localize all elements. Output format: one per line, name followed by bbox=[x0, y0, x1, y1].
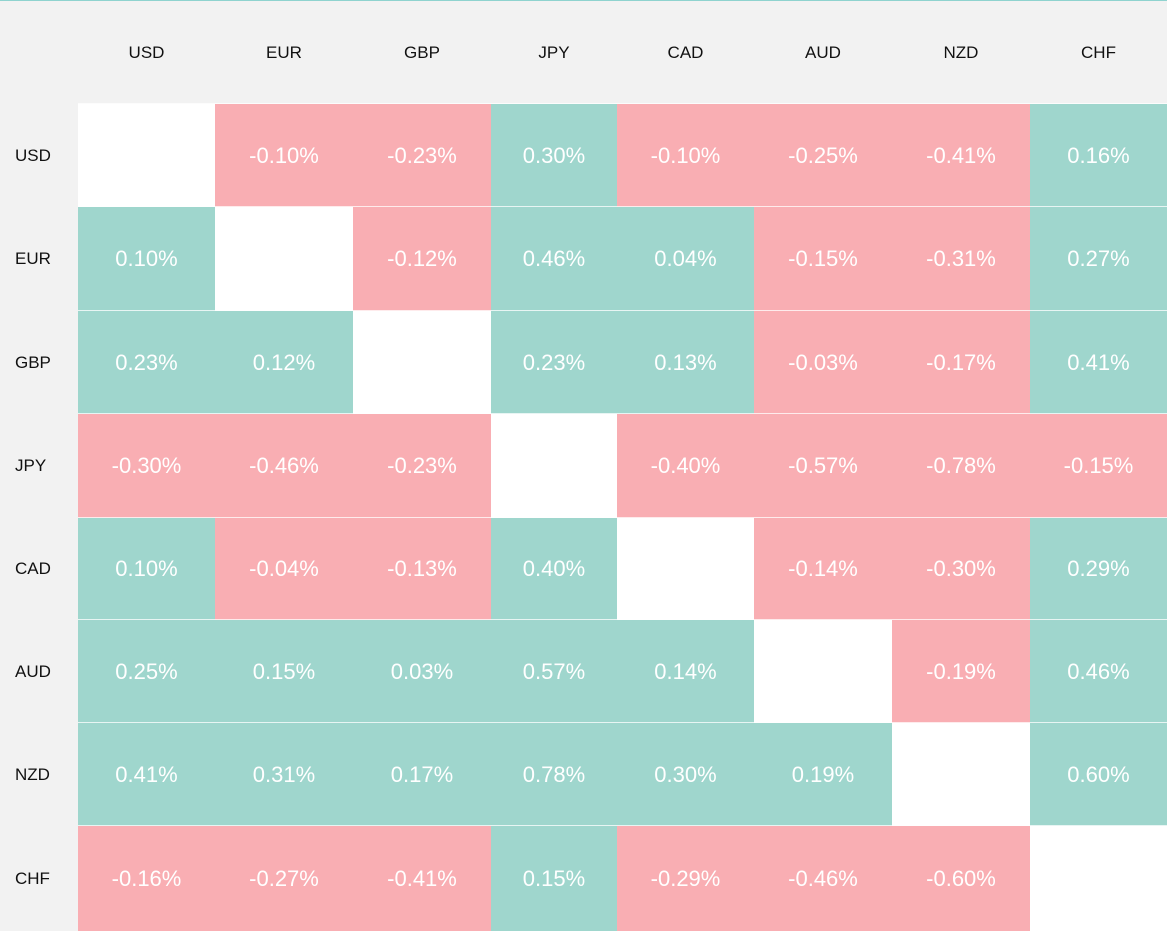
heatmap-cell-cad-gbp: -0.13% bbox=[353, 518, 491, 620]
heatmap-cell-jpy-jpy bbox=[491, 414, 617, 518]
heatmap-cell-cad-usd: 0.10% bbox=[78, 518, 215, 620]
heatmap-cell-aud-gbp: 0.03% bbox=[353, 620, 491, 723]
heatmap-cell-nzd-nzd bbox=[892, 723, 1030, 826]
column-header-chf: CHF bbox=[1030, 1, 1167, 104]
column-header-aud: AUD bbox=[754, 1, 892, 104]
heatmap-cell-gbp-jpy: 0.23% bbox=[491, 311, 617, 414]
row-divider bbox=[78, 722, 1167, 723]
heatmap-cell-eur-nzd: -0.31% bbox=[892, 207, 1030, 311]
heatmap-cell-eur-cad: 0.04% bbox=[617, 207, 754, 311]
heatmap-cell-aud-aud bbox=[754, 620, 892, 723]
heatmap-cell-chf-gbp: -0.41% bbox=[353, 826, 491, 931]
column-header-gbp: GBP bbox=[353, 1, 491, 104]
heatmap-cell-jpy-nzd: -0.78% bbox=[892, 414, 1030, 518]
heatmap-cell-chf-aud: -0.46% bbox=[754, 826, 892, 931]
heatmap-cell-cad-chf: 0.29% bbox=[1030, 518, 1167, 620]
heatmap-cell-aud-chf: 0.46% bbox=[1030, 620, 1167, 723]
heatmap-cell-usd-jpy: 0.30% bbox=[491, 104, 617, 207]
row-divider bbox=[78, 413, 1167, 414]
heatmap-cell-usd-gbp: -0.23% bbox=[353, 104, 491, 207]
heatmap-cell-gbp-aud: -0.03% bbox=[754, 311, 892, 414]
heatmap-cell-chf-usd: -0.16% bbox=[78, 826, 215, 931]
heatmap-cell-cad-aud: -0.14% bbox=[754, 518, 892, 620]
heatmap-cell-chf-nzd: -0.60% bbox=[892, 826, 1030, 931]
column-header-nzd: NZD bbox=[892, 1, 1030, 104]
heatmap-cell-jpy-chf: -0.15% bbox=[1030, 414, 1167, 518]
row-divider bbox=[78, 619, 1167, 620]
heatmap-cell-gbp-cad: 0.13% bbox=[617, 311, 754, 414]
heatmap-cell-jpy-gbp: -0.23% bbox=[353, 414, 491, 518]
heatmap-cell-gbp-nzd: -0.17% bbox=[892, 311, 1030, 414]
row-header-chf: CHF bbox=[0, 826, 78, 931]
row-header-gbp: GBP bbox=[0, 311, 78, 414]
heatmap-cell-gbp-eur: 0.12% bbox=[215, 311, 353, 414]
row-header-cad: CAD bbox=[0, 518, 78, 620]
row-divider bbox=[78, 103, 1167, 104]
heatmap-cell-nzd-aud: 0.19% bbox=[754, 723, 892, 826]
heatmap-cell-eur-jpy: 0.46% bbox=[491, 207, 617, 311]
column-header-eur: EUR bbox=[215, 1, 353, 104]
heatmap-cell-nzd-jpy: 0.78% bbox=[491, 723, 617, 826]
row-header-usd: USD bbox=[0, 104, 78, 207]
row-header-nzd: NZD bbox=[0, 723, 78, 826]
heatmap-cell-jpy-usd: -0.30% bbox=[78, 414, 215, 518]
row-divider bbox=[78, 825, 1167, 826]
heatmap-cell-nzd-gbp: 0.17% bbox=[353, 723, 491, 826]
heatmap-cell-usd-usd bbox=[78, 104, 215, 207]
heatmap-cell-aud-usd: 0.25% bbox=[78, 620, 215, 723]
heatmap-cell-jpy-cad: -0.40% bbox=[617, 414, 754, 518]
heatmap-cell-usd-eur: -0.10% bbox=[215, 104, 353, 207]
heatmap-cell-eur-usd: 0.10% bbox=[78, 207, 215, 311]
heatmap-cell-usd-chf: 0.16% bbox=[1030, 104, 1167, 207]
heatmap-corner bbox=[0, 1, 78, 104]
heatmap-cell-nzd-usd: 0.41% bbox=[78, 723, 215, 826]
heatmap-cell-gbp-gbp bbox=[353, 311, 491, 414]
row-header-jpy: JPY bbox=[0, 414, 78, 518]
heatmap-cell-eur-aud: -0.15% bbox=[754, 207, 892, 311]
row-divider bbox=[78, 517, 1167, 518]
heatmap-cell-jpy-eur: -0.46% bbox=[215, 414, 353, 518]
heatmap-cell-chf-eur: -0.27% bbox=[215, 826, 353, 931]
row-header-aud: AUD bbox=[0, 620, 78, 723]
heatmap-cell-nzd-cad: 0.30% bbox=[617, 723, 754, 826]
heatmap-cell-chf-chf bbox=[1030, 826, 1167, 931]
heatmap-cell-aud-nzd: -0.19% bbox=[892, 620, 1030, 723]
heatmap-cell-jpy-aud: -0.57% bbox=[754, 414, 892, 518]
heatmap-cell-eur-eur bbox=[215, 207, 353, 311]
heatmap-cell-usd-cad: -0.10% bbox=[617, 104, 754, 207]
heatmap-cell-eur-gbp: -0.12% bbox=[353, 207, 491, 311]
heatmap-cell-chf-jpy: 0.15% bbox=[491, 826, 617, 931]
heatmap-cell-cad-nzd: -0.30% bbox=[892, 518, 1030, 620]
heatmap-cell-eur-chf: 0.27% bbox=[1030, 207, 1167, 311]
heatmap-cell-chf-cad: -0.29% bbox=[617, 826, 754, 931]
column-header-cad: CAD bbox=[617, 1, 754, 104]
column-header-usd: USD bbox=[78, 1, 215, 104]
heatmap-cell-usd-nzd: -0.41% bbox=[892, 104, 1030, 207]
heatmap-cell-cad-jpy: 0.40% bbox=[491, 518, 617, 620]
heatmap-cell-aud-jpy: 0.57% bbox=[491, 620, 617, 723]
heatmap-cell-nzd-eur: 0.31% bbox=[215, 723, 353, 826]
heatmap-cell-aud-eur: 0.15% bbox=[215, 620, 353, 723]
heatmap-cell-aud-cad: 0.14% bbox=[617, 620, 754, 723]
heatmap-cell-gbp-chf: 0.41% bbox=[1030, 311, 1167, 414]
row-divider bbox=[78, 206, 1167, 207]
heatmap-cell-nzd-chf: 0.60% bbox=[1030, 723, 1167, 826]
heatmap-cell-cad-eur: -0.04% bbox=[215, 518, 353, 620]
heatmap-cell-cad-cad bbox=[617, 518, 754, 620]
column-header-jpy: JPY bbox=[491, 1, 617, 104]
heatmap-cell-gbp-usd: 0.23% bbox=[78, 311, 215, 414]
heatmap-cell-usd-aud: -0.25% bbox=[754, 104, 892, 207]
row-divider bbox=[78, 310, 1167, 311]
row-header-eur: EUR bbox=[0, 207, 78, 311]
